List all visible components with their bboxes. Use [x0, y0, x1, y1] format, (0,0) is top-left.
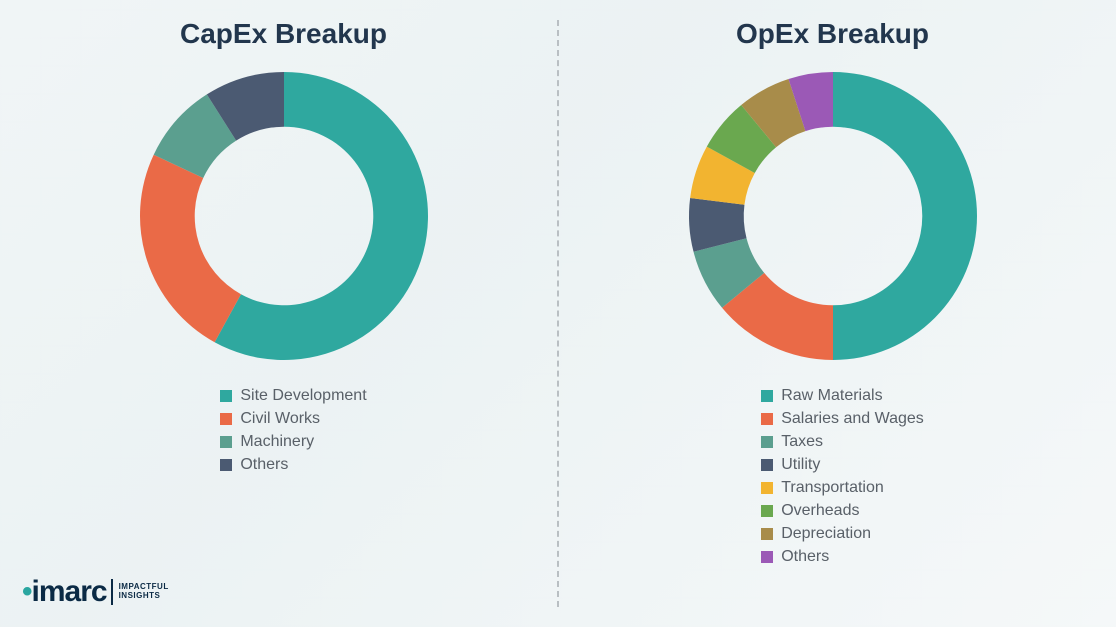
brand-tagline-line2: INSIGHTS: [119, 591, 161, 600]
legend-label: Transportation: [781, 479, 884, 497]
legend-label: Others: [240, 456, 288, 474]
brand-logo-tagline: IMPACTFUL INSIGHTS: [119, 583, 169, 601]
legend-label: Site Development: [240, 387, 366, 405]
brand-logo-mark: •imarc: [22, 575, 107, 609]
legend-label: Others: [781, 548, 829, 566]
legend-item: Overheads: [761, 502, 924, 520]
legend-label: Taxes: [781, 433, 823, 451]
legend-swatch-icon: [761, 390, 773, 402]
brand-logo-text: imarc: [32, 575, 107, 608]
legend-swatch-icon: [220, 459, 232, 471]
legend-item: Others: [220, 456, 366, 474]
opex-donut-wrap: [673, 56, 993, 376]
legend-label: Machinery: [240, 433, 314, 451]
legend-swatch-icon: [761, 459, 773, 471]
legend-item: Raw Materials: [761, 387, 924, 405]
legend-item: Others: [761, 548, 924, 566]
legend-label: Raw Materials: [781, 387, 882, 405]
legend-swatch-icon: [761, 482, 773, 494]
legend-swatch-icon: [761, 528, 773, 540]
donut-slice: [833, 72, 977, 360]
legend-item: Salaries and Wages: [761, 410, 924, 428]
legend-label: Civil Works: [240, 410, 320, 428]
capex-title: CapEx Breakup: [180, 18, 387, 50]
opex-title: OpEx Breakup: [736, 18, 929, 50]
legend-swatch-icon: [761, 505, 773, 517]
opex-panel: OpEx Breakup Raw Materials Salaries and W…: [559, 0, 1116, 627]
legend-label: Depreciation: [781, 525, 871, 543]
legend-swatch-icon: [220, 413, 232, 425]
legend-swatch-icon: [761, 436, 773, 448]
legend-item: Utility: [761, 456, 924, 474]
legend-swatch-icon: [761, 551, 773, 563]
brand-tagline-line1: IMPACTFUL: [119, 582, 169, 591]
opex-legend: Raw Materials Salaries and Wages Taxes Util…: [741, 382, 924, 571]
opex-donut-chart: [673, 56, 993, 376]
charts-container: CapEx Breakup Site Development Civil Work…: [0, 0, 1116, 627]
capex-donut-chart: [124, 56, 444, 376]
legend-swatch-icon: [220, 436, 232, 448]
legend-label: Overheads: [781, 502, 859, 520]
legend-item: Depreciation: [761, 525, 924, 543]
legend-item: Site Development: [220, 387, 366, 405]
legend-item: Taxes: [761, 433, 924, 451]
legend-item: Machinery: [220, 433, 366, 451]
brand-logo-dot-icon: •: [22, 575, 32, 608]
legend-swatch-icon: [761, 413, 773, 425]
brand-logo: •imarc IMPACTFUL INSIGHTS: [22, 575, 169, 609]
legend-item: Civil Works: [220, 410, 366, 428]
donut-slice: [140, 155, 241, 343]
brand-logo-separator: [111, 579, 113, 605]
legend-label: Utility: [781, 456, 820, 474]
capex-legend: Site Development Civil Works Machinery Othe…: [200, 382, 366, 479]
legend-swatch-icon: [220, 390, 232, 402]
capex-donut-wrap: [124, 56, 444, 376]
legend-label: Salaries and Wages: [781, 410, 924, 428]
legend-item: Transportation: [761, 479, 924, 497]
capex-panel: CapEx Breakup Site Development Civil Work…: [0, 0, 557, 627]
